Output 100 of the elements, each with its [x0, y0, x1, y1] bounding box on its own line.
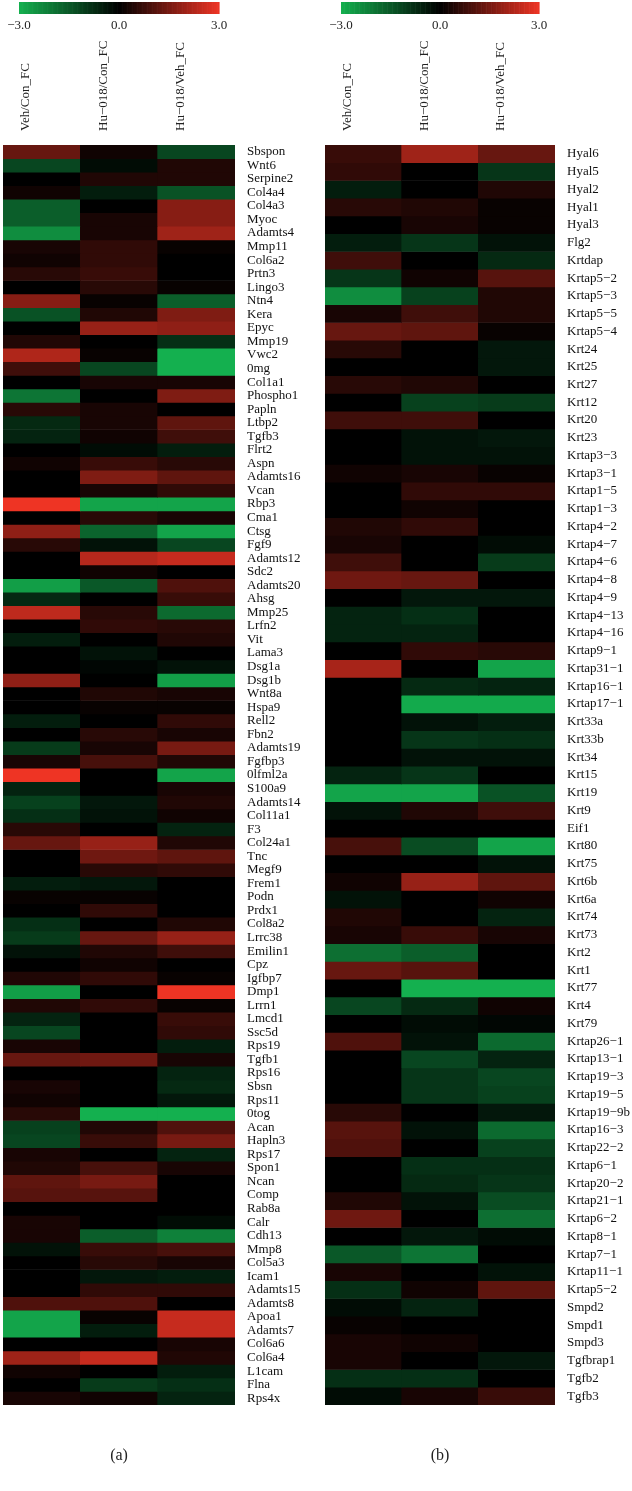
y-tick-label: Hyal6	[567, 145, 600, 161]
y-tick-label: Krtap5−4	[567, 322, 618, 338]
y-tick-label: Krt79	[567, 1014, 598, 1030]
y-tick-label: Dsg1a	[247, 658, 281, 674]
y-tick-label: Krt2	[567, 943, 591, 959]
y-tick-label: Krtap16−3	[567, 1121, 624, 1137]
y-tick-label: Phospho1	[247, 387, 299, 403]
y-tick-label: Krt74	[567, 908, 598, 924]
y-tick-label: Emilin1	[247, 942, 289, 958]
y-tick-label: Prdx1	[247, 901, 279, 917]
y-tick-label: Col6a4	[247, 1349, 286, 1364]
y-tick-label: Krt33a	[567, 713, 604, 729]
color-bar-label: −3.0	[329, 16, 353, 32]
y-tick-label: Krt24	[567, 340, 598, 356]
text: (a)	[110, 1446, 128, 1465]
y-tick-label: Prtn3	[247, 265, 276, 281]
y-tick-label: Krtap11−1	[567, 1263, 623, 1279]
y-tick-label: Tgfb2	[567, 1369, 599, 1385]
y-tick-label: Rps19	[247, 1037, 281, 1053]
y-tick-label: Krtap20−2	[567, 1174, 624, 1190]
y-tick-label: Krt6b	[567, 872, 598, 888]
y-tick-label: Tgfbrap1	[567, 1352, 616, 1368]
y-tick-label: Krtap31−1	[567, 659, 624, 675]
y-tick-label: Krt15	[567, 766, 598, 782]
y-tick-label: Krt23	[567, 429, 598, 445]
y-tick-label: Icam1	[247, 1267, 280, 1283]
y-tick-label: Krt80	[567, 837, 598, 853]
y-tick-label: Serpine2	[247, 170, 294, 186]
y-tick-label: Cdh13	[247, 1227, 282, 1243]
y-tick-label: Krt33b	[567, 730, 604, 746]
y-tick-label: Apoa1	[247, 1308, 282, 1324]
y-tick-label: Fgfbp3	[247, 752, 285, 768]
y-tick-label: Krt1	[567, 961, 591, 977]
y-tick-label: Hapln3	[247, 1132, 286, 1148]
color-bar-label: −3.0	[7, 16, 31, 32]
color-bar-label: 0.0	[431, 16, 449, 32]
y-tick-label: Lama3	[247, 644, 284, 660]
y-tick-label: Hyal5	[567, 163, 599, 179]
y-tick-label: Sbspon	[247, 143, 286, 159]
x-tick-label: Hu−018/Con_FC	[415, 40, 431, 131]
y-tick-label: Vcan	[247, 481, 275, 497]
y-tick-label: Krt73	[567, 926, 598, 942]
y-tick-label: Krtap4−6	[567, 553, 618, 569]
y-tick-label: Sdc2	[247, 563, 273, 579]
y-tick-label: Cpz	[247, 956, 269, 972]
y-tick-label: Krt6a	[567, 890, 597, 906]
y-tick-label: Col8a2	[247, 915, 285, 931]
y-tick-label: Krt12	[567, 393, 598, 409]
x-tick-label: Hu−018/Con_FC	[94, 40, 110, 131]
y-tick-label: Flg2	[567, 234, 591, 250]
y-tick-label: Tnc	[247, 847, 268, 863]
x-tick-label: Veh/Con_FC	[17, 63, 33, 131]
y-tick-label: Krt20	[567, 411, 598, 427]
y-tick-label: Krtap6−1	[567, 1156, 617, 1172]
y-tick-label: Krt19	[567, 784, 598, 800]
y-tick-label: Mmp8	[247, 1240, 282, 1256]
y-tick-label: Krt75	[567, 855, 598, 871]
y-tick-label: Krtap17−1	[567, 695, 624, 711]
y-tick-label: Krt25	[567, 358, 598, 374]
x-tick-label: Veh/Con_FC	[339, 63, 355, 131]
y-tick-label: Smpd2	[567, 1298, 604, 1314]
y-tick-label: Krtap13−1	[567, 1050, 624, 1066]
y-tick-label: Krtap19−3	[567, 1068, 624, 1084]
y-tick-label: Rps11	[247, 1091, 280, 1107]
y-tick-label: Vit	[247, 630, 264, 646]
y-tick-label: Hyal2	[567, 180, 599, 196]
y-tick-label: Ctsg	[247, 522, 272, 538]
y-tick-label: Smpd3	[567, 1334, 604, 1350]
y-tick-label: Krt27	[567, 376, 598, 391]
y-tick-label: Krtap21−1	[567, 1192, 624, 1208]
y-tick-label: Cma1	[247, 509, 279, 524]
y-tick-label: Krtap3−1	[567, 464, 617, 480]
y-tick-label: Rps4x	[247, 1389, 281, 1405]
y-tick-label: Lingo3	[247, 278, 285, 294]
color-bar-label: 0.0	[110, 16, 128, 32]
y-tick-label: Krtap26−1	[567, 1032, 624, 1048]
y-tick-label: Krtap4−9	[567, 588, 617, 604]
y-tick-label: Krt77	[567, 979, 598, 995]
y-tick-label: F3	[247, 820, 261, 836]
y-tick-label: Kera	[247, 305, 273, 321]
y-tick-label: Krtap22−2	[567, 1139, 624, 1155]
y-tick-label: Tgfb3	[567, 1387, 599, 1403]
y-tick-label: Krtap7−1	[567, 1245, 617, 1261]
y-tick-label: Lrrc38	[247, 929, 283, 944]
y-tick-label: Krtap4−16	[567, 624, 624, 640]
y-tick-label: Krtap4−2	[567, 517, 617, 533]
color-bar-label: 3.0	[530, 16, 548, 32]
y-tick-label: Fbn2	[247, 725, 274, 741]
y-tick-label: Adamts15	[247, 1281, 301, 1297]
y-tick-label: Hyal3	[567, 216, 599, 232]
y-tick-label: Krtap4−13	[567, 606, 624, 622]
y-tick-label: Col6a6	[247, 1335, 286, 1351]
y-tick-label: Col24a1	[247, 834, 292, 850]
y-tick-label: Krtap5−2	[567, 269, 617, 285]
y-tick-label: Col11a1	[247, 807, 291, 823]
y-tick-label: Fgf9	[247, 536, 272, 552]
y-tick-label: Smpd1	[567, 1316, 604, 1332]
y-tick-label: Krtap1−3	[567, 500, 617, 516]
y-tick-label: Krt9	[567, 801, 591, 817]
y-tick-label: Krtap1−5	[567, 482, 617, 498]
